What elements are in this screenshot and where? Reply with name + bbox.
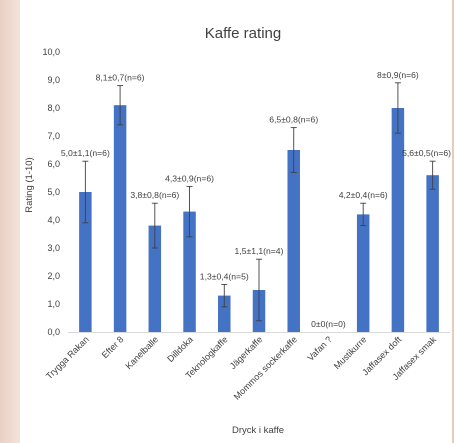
data-label: 3,8±0,8(n=6) bbox=[130, 190, 179, 200]
bar bbox=[426, 175, 439, 332]
bar bbox=[287, 150, 300, 332]
y-axis-ticks: 0,0 1,0 2,0 3,0 4,0 5,0 6,0 7,0 8,0 9,0 10,0 bbox=[42, 47, 60, 337]
x-tick-label: Jägerkaffe bbox=[228, 334, 265, 371]
bar bbox=[356, 214, 370, 332]
y-tick-label: 5,0 bbox=[47, 187, 60, 197]
data-label: 8,1±0,7(n=6) bbox=[96, 73, 145, 83]
data-labels-group: 5,0±1,1(n=6) 8,1±0,7(n=6) 3,8±0,8(n=6) 4,3±… bbox=[61, 70, 451, 329]
data-label: 4,3±0,9(n=6) bbox=[165, 173, 214, 183]
y-tick-label: 10,0 bbox=[42, 47, 60, 57]
y-tick-label: 3,0 bbox=[47, 243, 60, 253]
y-tick-label: 2,0 bbox=[47, 271, 60, 281]
x-axis-title: Dryck i kaffe bbox=[232, 425, 284, 436]
y-tick-label: 4,0 bbox=[47, 215, 60, 225]
y-tick-label: 8,0 bbox=[47, 103, 60, 113]
data-label: 4,2±0,4(n=6) bbox=[339, 190, 388, 200]
bar bbox=[79, 192, 92, 332]
bar bbox=[148, 225, 162, 332]
chart-card: Kaffe rating Rating (1-10) Dryck i kaffe… bbox=[20, 0, 452, 443]
data-label: 8±0,9(n=6) bbox=[377, 70, 419, 80]
error-bars-group bbox=[82, 82, 436, 322]
x-tick-label: Mustikurre bbox=[332, 334, 369, 371]
y-tick-label: 0,0 bbox=[47, 327, 60, 337]
x-tick-label: Kanelballe bbox=[123, 334, 160, 371]
bar bbox=[391, 108, 405, 332]
y-axis-title: Rating (1-10) bbox=[24, 157, 35, 212]
y-tick-label: 7,0 bbox=[47, 131, 60, 141]
x-tick-label: Efter 8 bbox=[100, 334, 126, 360]
x-tick-label: Trygga Rakan bbox=[44, 334, 91, 381]
data-label: 0±0(n=0) bbox=[311, 319, 346, 329]
bar bbox=[218, 295, 231, 332]
y-tick-label: 1,0 bbox=[47, 299, 60, 309]
y-tick-label: 9,0 bbox=[47, 75, 60, 85]
bar bbox=[113, 105, 127, 332]
chart-title: Kaffe rating bbox=[205, 25, 281, 42]
y-tick-label: 6,0 bbox=[47, 159, 60, 169]
data-label: 5,0±1,1(n=6) bbox=[61, 148, 110, 158]
data-label: 1,5±1,1(n=4) bbox=[235, 246, 284, 256]
x-tick-label: Vafan ? bbox=[305, 334, 334, 363]
bar-chart: Kaffe rating Rating (1-10) Dryck i kaffe… bbox=[24, 25, 451, 436]
data-label: 6,5±0,8(n=6) bbox=[269, 115, 318, 125]
bars-group bbox=[79, 105, 439, 332]
x-tick-label: Mommos sockerkaffe bbox=[232, 334, 299, 401]
data-label: 1,3±0,4(n=5) bbox=[200, 271, 249, 281]
x-tick-label: Dilldoka bbox=[165, 334, 195, 364]
data-label: 5,6±0,5(n=6) bbox=[402, 148, 451, 158]
bar bbox=[183, 211, 196, 332]
